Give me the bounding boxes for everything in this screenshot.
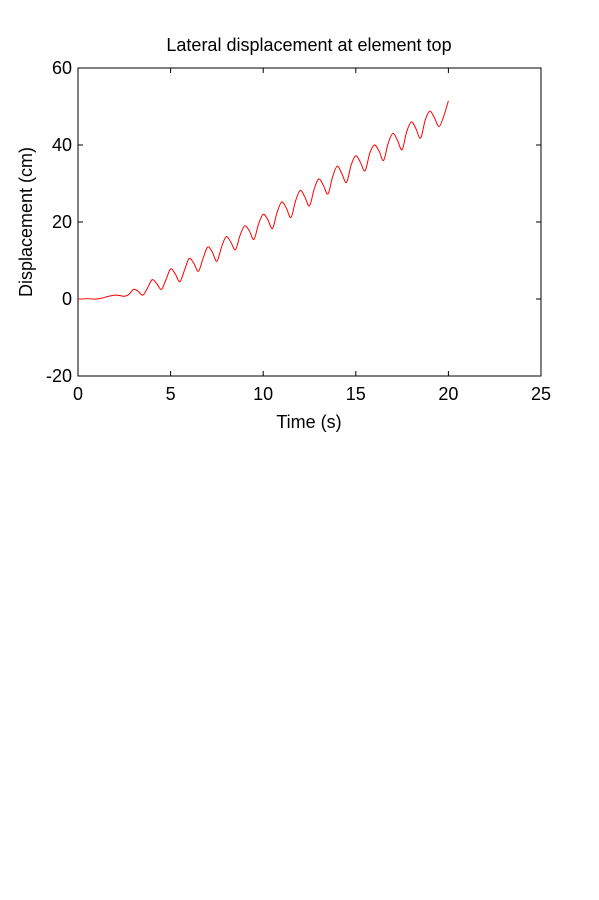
y-tick-label: -20 [46,366,72,386]
y-tick-label: 60 [52,58,72,78]
y-tick-label: 0 [62,289,72,309]
x-tick-label: 20 [438,384,458,404]
y-tick-label: 40 [52,135,72,155]
x-tick-label: 5 [166,384,176,404]
y-axis-label: Displacement (cm) [16,147,36,297]
displacement-series-line [77,100,449,300]
x-tick-label: 10 [253,384,273,404]
x-tick-label: 0 [73,384,83,404]
x-tick-label: 15 [346,384,366,404]
x-axis-label: Time (s) [276,412,341,432]
y-tick-label: 20 [52,212,72,232]
x-tick-label: 25 [531,384,551,404]
chart-title: Lateral displacement at element top [166,35,451,55]
